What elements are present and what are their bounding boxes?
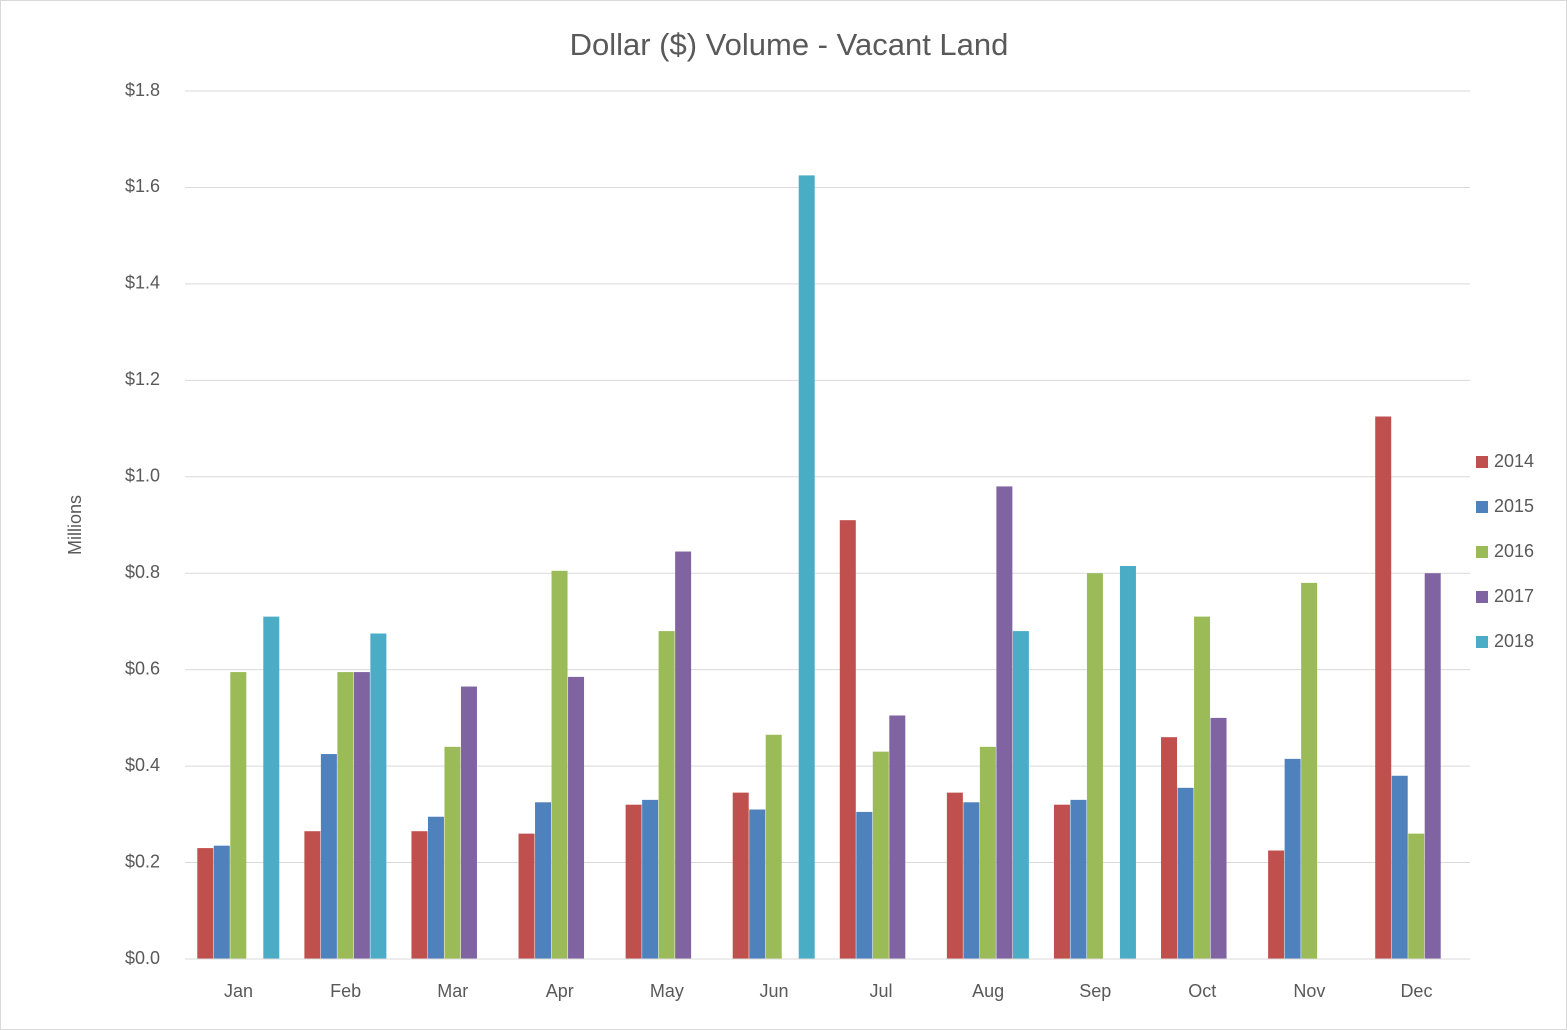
x-tick-label: Jan — [224, 981, 253, 1001]
y-tick-label: $0.8 — [125, 562, 160, 582]
x-tick-label: Feb — [330, 981, 361, 1001]
x-tick-label: Jun — [759, 981, 788, 1001]
bar — [411, 831, 428, 959]
bar — [1375, 416, 1392, 959]
bar — [658, 631, 675, 959]
bar — [197, 848, 214, 959]
bar — [765, 734, 782, 959]
bar — [1391, 775, 1408, 959]
x-tick-label: Nov — [1293, 981, 1325, 1001]
x-tick-label: Jul — [870, 981, 893, 1001]
bar — [444, 746, 461, 959]
bar — [996, 486, 1013, 959]
bar — [1053, 804, 1070, 959]
legend-label: 2015 — [1494, 496, 1534, 516]
bar — [749, 809, 766, 959]
bar — [1210, 717, 1227, 959]
bar — [1194, 616, 1211, 959]
bar — [213, 845, 230, 959]
x-tick-label: Dec — [1400, 981, 1432, 1001]
bar — [337, 672, 354, 959]
y-tick-label: $1.2 — [125, 369, 160, 389]
bar — [320, 754, 337, 959]
bar — [625, 804, 642, 959]
bar — [1086, 573, 1103, 959]
legend-swatch — [1476, 501, 1488, 513]
bar — [1424, 573, 1441, 959]
bar — [839, 520, 856, 959]
y-axis-label: Millions — [65, 495, 85, 555]
legend-swatch — [1476, 456, 1488, 468]
x-tick-label: Aug — [972, 981, 1004, 1001]
bar — [1408, 833, 1425, 959]
x-tick-label: May — [650, 981, 684, 1001]
bar — [1070, 799, 1087, 959]
bar — [1177, 787, 1194, 959]
bar — [353, 672, 370, 959]
y-tick-label: $0.4 — [125, 755, 160, 775]
bar — [872, 751, 889, 959]
bar — [230, 672, 247, 959]
bar — [427, 816, 444, 959]
bar — [1268, 850, 1285, 959]
legend-swatch — [1476, 546, 1488, 558]
legend-label: 2016 — [1494, 541, 1534, 561]
y-tick-label: $0.0 — [125, 948, 160, 968]
bar — [535, 802, 552, 959]
bar — [460, 686, 477, 959]
bar — [963, 802, 980, 959]
x-tick-label: Mar — [437, 981, 468, 1001]
legend-label: 2014 — [1494, 451, 1534, 471]
y-tick-label: $1.6 — [125, 176, 160, 196]
chart-title: Dollar ($) Volume - Vacant Land — [570, 27, 1009, 62]
x-tick-label: Apr — [546, 981, 574, 1001]
y-tick-label: $0.2 — [125, 851, 160, 871]
bar — [889, 715, 906, 959]
bar — [732, 792, 749, 959]
bar — [518, 833, 535, 959]
legend-swatch — [1476, 591, 1488, 603]
bar — [1284, 758, 1301, 959]
bar — [370, 633, 387, 959]
y-tick-label: $1.8 — [125, 80, 160, 100]
bar — [946, 792, 963, 959]
legend-label: 2018 — [1494, 631, 1534, 651]
y-tick-label: $0.6 — [125, 658, 160, 678]
bar — [568, 676, 585, 959]
bar — [263, 616, 280, 959]
bar — [856, 811, 873, 959]
legend-swatch — [1476, 636, 1488, 648]
x-tick-label: Oct — [1188, 981, 1216, 1001]
bar — [1012, 631, 1029, 959]
bar — [1119, 565, 1136, 959]
bar — [551, 570, 568, 959]
legend-label: 2017 — [1494, 586, 1534, 606]
bar — [675, 551, 692, 959]
bar — [1301, 582, 1318, 959]
bar — [1161, 737, 1178, 959]
bar — [798, 175, 815, 959]
bar — [642, 799, 659, 959]
y-tick-label: $1.0 — [125, 466, 160, 486]
bar — [979, 746, 996, 959]
bar — [304, 831, 321, 959]
x-tick-label: Sep — [1079, 981, 1111, 1001]
y-tick-label: $1.4 — [125, 273, 160, 293]
